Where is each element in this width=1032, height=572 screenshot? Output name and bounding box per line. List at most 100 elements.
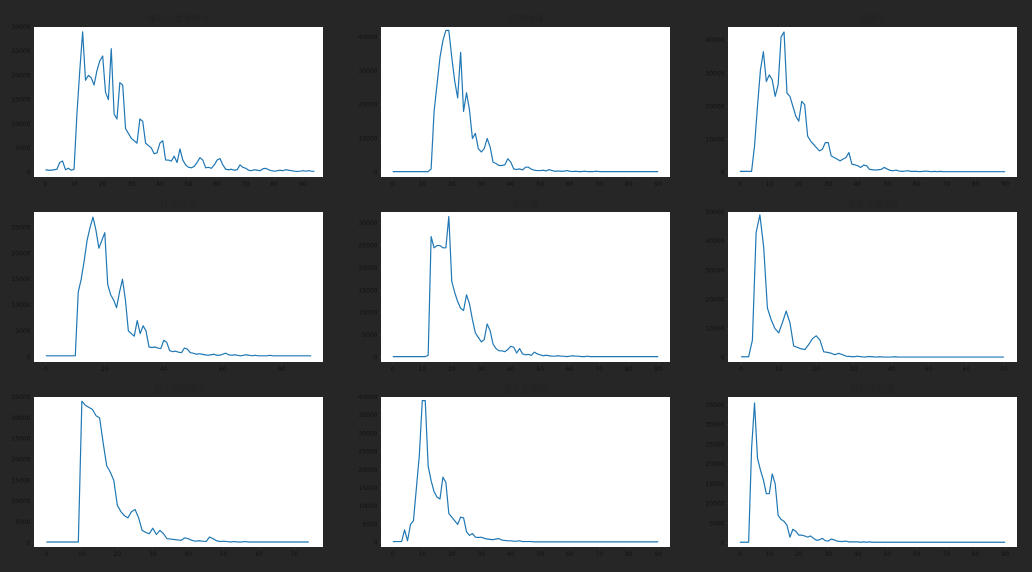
x-tick-label: 50 (536, 181, 544, 188)
x-tick-label: 20 (101, 366, 109, 373)
y-tick-label: 15000 (358, 485, 377, 492)
x-tick-label: 0 (391, 366, 395, 373)
x-tick-label: 70 (1000, 366, 1008, 373)
x-tick-label: 90 (1001, 551, 1009, 558)
x-tick-label: 90 (654, 551, 662, 558)
y-tick-label: 5000 (15, 328, 30, 335)
x-tick-label: 0 (44, 366, 48, 373)
x-tick-label: 30 (824, 181, 832, 188)
y-tick-label: 10000 (705, 136, 724, 143)
series-line (741, 214, 1004, 358)
y-tick-label: 15000 (11, 97, 30, 104)
plot-area (728, 397, 1017, 547)
x-tick-label: 10 (78, 551, 86, 558)
y-tick-label: 35000 (11, 394, 30, 401)
x-tick-label: 70 (595, 551, 603, 558)
series-line (392, 29, 659, 173)
x-tick-label: 30 (477, 551, 485, 558)
y-tick-label: 40000 (358, 394, 377, 401)
x-tick-label: 20 (448, 181, 456, 188)
x-tick-label: 90 (1001, 181, 1009, 188)
y-tick-label: 25000 (11, 436, 30, 443)
chart-title: 战狼2 (861, 13, 885, 25)
x-tick-label: 70 (942, 181, 950, 188)
y-tick-label: 15000 (705, 481, 724, 488)
x-tick-label: 10 (418, 181, 426, 188)
series-line (45, 216, 312, 357)
y-tick-label: 0 (374, 355, 378, 362)
x-tick-label: 20 (448, 366, 456, 373)
x-tick-label: 60 (913, 181, 921, 188)
x-tick-label: 70 (291, 551, 299, 558)
x-tick-label: 50 (536, 551, 544, 558)
x-tick-label: 70 (595, 366, 603, 373)
x-tick-label: 0 (44, 551, 48, 558)
x-tick-label: 30 (149, 551, 157, 558)
chart-panel-9: 西虹市首富 0 10 20 30 40 50 60 70 80 90 0 5000 10000 15000 2… (705, 383, 1017, 558)
x-tick-label: 40 (887, 366, 895, 373)
chart-panel-7: 唐人街探案2 0 10 20 30 40 50 60 70 0 5000 10000 15000 2000… (11, 383, 323, 558)
x-tick-label: 40 (507, 551, 515, 558)
y-tick-label: 25000 (11, 225, 30, 232)
x-tick-label: 50 (883, 551, 891, 558)
y-tick-label: 0 (27, 169, 31, 176)
x-tick-label: 20 (448, 551, 456, 558)
y-tick-label: 15000 (358, 287, 377, 294)
x-tick-label: 30 (850, 366, 858, 373)
x-tick-label: 20 (812, 366, 820, 373)
y-tick-label: 0 (27, 354, 31, 361)
x-tick-label: 50 (883, 181, 891, 188)
series-line (739, 31, 1006, 173)
x-tick-label: 80 (972, 181, 980, 188)
y-tick-label: 10000 (705, 326, 724, 333)
plot-area (34, 397, 323, 547)
x-tick-label: 90 (654, 366, 662, 373)
x-tick-label: 70 (242, 181, 250, 188)
x-tick-label: 10 (765, 181, 773, 188)
y-tick-label: 35000 (705, 402, 724, 409)
y-tick-label: 25000 (11, 48, 30, 55)
x-tick-label: 80 (271, 181, 279, 188)
x-tick-label: 0 (391, 551, 395, 558)
y-tick-label: 30000 (358, 430, 377, 437)
x-tick-label: 60 (913, 551, 921, 558)
chart-title: 流浪地球 (507, 13, 543, 25)
y-tick-label: 40000 (358, 34, 377, 41)
chart-panel-6: 速度与激情8 0 10 20 30 40 50 60 70 0 10000 20000 30000 400… (705, 198, 1017, 373)
x-tick-label: 50 (536, 366, 544, 373)
x-tick-label: 40 (854, 551, 862, 558)
x-tick-label: 40 (184, 551, 192, 558)
y-tick-label: 20000 (11, 457, 30, 464)
x-tick-label: 60 (213, 181, 221, 188)
y-tick-label: 0 (721, 169, 725, 176)
y-tick-label: 5000 (15, 519, 30, 526)
x-tick-label: 10 (775, 366, 783, 373)
y-tick-label: 10000 (358, 135, 377, 142)
chart-panel-1: 哪吒之魔童降世 0 10 20 30 40 50 60 70 80 90 0 5000 10000 1500… (11, 13, 323, 188)
plot-area (728, 27, 1017, 177)
x-tick-label: 70 (942, 551, 950, 558)
y-tick-label: 40000 (705, 238, 724, 245)
plot-area (34, 27, 323, 177)
y-tick-label: 20000 (358, 102, 377, 109)
chart-panel-3: 战狼2 0 10 20 30 40 50 60 70 80 90 0 10000 20000 30000 40… (705, 13, 1017, 188)
series-line (392, 400, 659, 543)
y-tick-label: 10000 (11, 121, 30, 128)
x-tick-label: 10 (70, 181, 78, 188)
x-tick-label: 40 (854, 181, 862, 188)
y-tick-label: 10000 (11, 498, 30, 505)
chart-title: 哪吒之魔童降世 (147, 13, 210, 25)
series-line (45, 31, 315, 173)
y-tick-label: 5000 (709, 520, 724, 527)
chart-title: 红海行动 (160, 198, 196, 210)
y-tick-label: 20000 (11, 72, 30, 79)
x-tick-label: 0 (391, 181, 395, 188)
y-tick-label: 15000 (11, 276, 30, 283)
y-tick-label: 0 (374, 169, 378, 176)
x-tick-label: 50 (925, 366, 933, 373)
x-tick-label: 20 (795, 551, 803, 558)
y-tick-label: 40000 (705, 37, 724, 44)
chart-title: 西虹市首富 (850, 383, 895, 395)
plot-area (381, 212, 670, 362)
